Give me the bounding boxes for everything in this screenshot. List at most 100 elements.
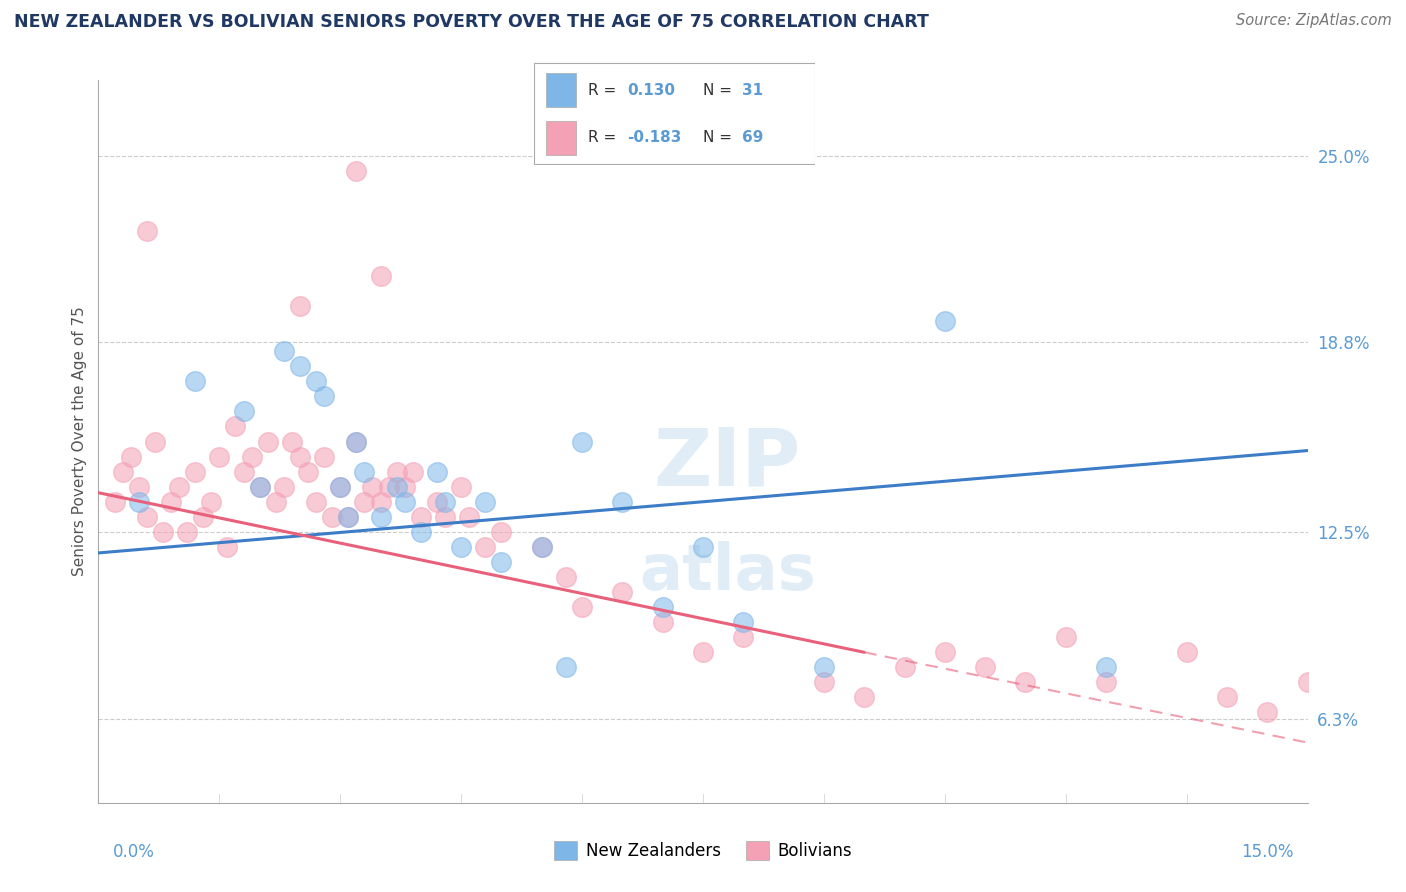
Point (571, 434, 593, 449)
Point (232, 465, 254, 479)
Text: atlas: atlas (638, 541, 815, 603)
Point (1216, 690, 1239, 705)
Point (361, 480, 384, 494)
Point (434, 494, 457, 508)
Point (273, 480, 295, 494)
Point (426, 494, 449, 508)
Point (491, 524, 513, 539)
Legend: New Zealanders, Bolivians: New Zealanders, Bolivians (547, 835, 859, 867)
Point (329, 480, 352, 494)
Text: 15.0%: 15.0% (1241, 843, 1294, 861)
Point (612, 494, 634, 508)
Point (329, 480, 352, 494)
Point (240, 450, 263, 464)
Point (128, 480, 150, 494)
Point (288, 299, 311, 313)
Bar (546, 73, 576, 106)
Point (281, 434, 304, 449)
Point (143, 434, 166, 449)
Point (474, 494, 496, 508)
Point (571, 600, 593, 615)
Point (353, 465, 375, 479)
Point (305, 494, 328, 508)
Point (120, 450, 142, 464)
Point (370, 509, 392, 524)
Point (224, 419, 246, 434)
Point (249, 480, 271, 494)
Point (176, 524, 198, 539)
Point (305, 374, 328, 388)
FancyBboxPatch shape (534, 63, 815, 164)
Point (232, 404, 254, 418)
Point (1256, 706, 1278, 720)
Point (612, 585, 634, 599)
Point (893, 660, 915, 674)
Text: 31: 31 (742, 83, 763, 97)
Point (733, 615, 755, 630)
Point (934, 645, 956, 659)
Point (974, 660, 997, 674)
Point (555, 660, 578, 674)
Point (934, 314, 956, 328)
Point (1095, 660, 1118, 674)
Point (128, 494, 150, 508)
Point (474, 540, 496, 554)
Point (111, 465, 134, 479)
Point (273, 344, 295, 359)
Point (167, 480, 190, 494)
Point (344, 434, 367, 449)
Point (530, 540, 553, 554)
Point (184, 465, 207, 479)
Point (409, 509, 432, 524)
Point (651, 615, 673, 630)
Point (208, 450, 231, 464)
Point (385, 480, 408, 494)
Point (344, 434, 367, 449)
Point (491, 555, 513, 569)
Text: R =: R = (588, 130, 616, 145)
Point (377, 480, 399, 494)
Point (353, 494, 375, 508)
Point (314, 389, 336, 403)
Point (402, 465, 425, 479)
Point (370, 494, 392, 508)
Point (458, 509, 481, 524)
Point (434, 509, 457, 524)
Point (256, 434, 278, 449)
Point (184, 374, 207, 388)
Point (853, 690, 876, 705)
Point (651, 600, 673, 615)
Text: 0.0%: 0.0% (112, 843, 155, 861)
Point (813, 660, 835, 674)
Point (321, 509, 343, 524)
Bar (546, 121, 576, 155)
Point (344, 163, 367, 178)
Text: R =: R = (588, 83, 616, 97)
Point (394, 480, 416, 494)
Point (692, 645, 714, 659)
Text: -0.183: -0.183 (627, 130, 682, 145)
Point (450, 480, 472, 494)
Point (1296, 675, 1319, 690)
Point (733, 630, 755, 644)
Text: 69: 69 (742, 130, 763, 145)
Point (135, 509, 157, 524)
Point (200, 494, 222, 508)
Point (426, 465, 449, 479)
Point (288, 359, 311, 374)
Point (337, 509, 360, 524)
Text: N =: N = (703, 83, 733, 97)
Point (1095, 675, 1118, 690)
Point (555, 570, 578, 584)
Point (394, 494, 416, 508)
Point (692, 540, 714, 554)
Point (1054, 630, 1077, 644)
Point (813, 675, 835, 690)
Text: 0.130: 0.130 (627, 83, 675, 97)
Point (450, 540, 472, 554)
Point (1175, 645, 1198, 659)
Text: ZIP: ZIP (654, 425, 801, 502)
Point (103, 494, 125, 508)
Point (160, 494, 183, 508)
Text: NEW ZEALANDER VS BOLIVIAN SENIORS POVERTY OVER THE AGE OF 75 CORRELATION CHART: NEW ZEALANDER VS BOLIVIAN SENIORS POVERT… (14, 13, 929, 31)
